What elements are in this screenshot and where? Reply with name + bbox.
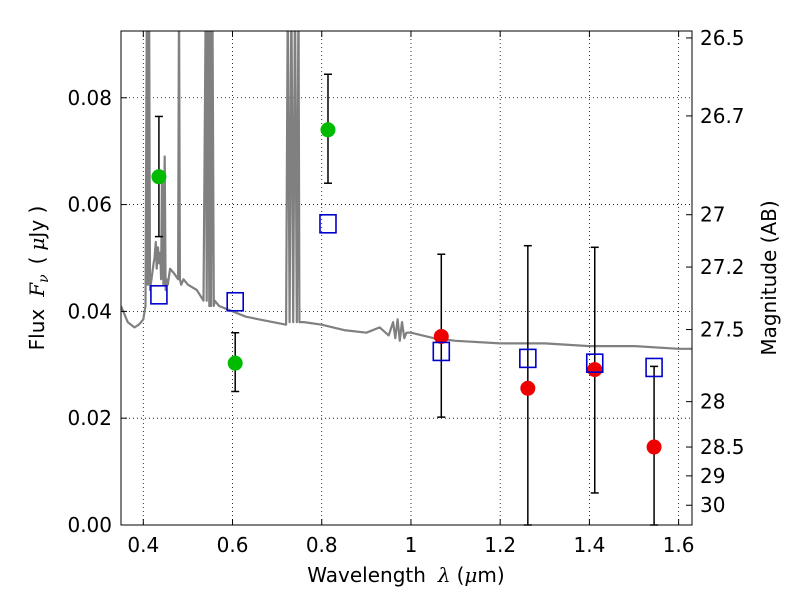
ticks-group: 0.4 0.6 0.8 1 1.2 1.4 1.6 0.00 0.02 0.04 0.06 0.08 2…	[67, 26, 744, 557]
mag-tick-label: 26.5	[700, 26, 745, 50]
model-spectrum-line	[121, 31, 692, 350]
x-tick-label: 1.4	[573, 533, 605, 557]
errorbars-group	[154, 73, 659, 526]
model_photometry-point	[319, 213, 337, 234]
model_photometry-point	[519, 348, 537, 369]
mag-tick-label: 27.5	[700, 318, 745, 342]
mag-tick-label: 27	[700, 203, 725, 227]
detections-point	[320, 122, 336, 138]
mag-tick-label: 28	[700, 390, 725, 414]
y-tick-label: 0.08	[67, 86, 112, 110]
model_photometry-point	[645, 357, 663, 378]
x-tick-label: 1	[405, 533, 418, 557]
y-axis-label: FluxFν(μJy )	[25, 206, 52, 351]
detections-point	[227, 355, 243, 371]
x-axis-label: Wavelength λ (μm)	[307, 563, 504, 587]
y2-axis-label: Magnitude (AB)	[757, 200, 781, 355]
detections-point	[151, 169, 167, 185]
model_photometry-point	[432, 341, 451, 362]
x-tick-label: 1.6	[663, 533, 695, 557]
x-tick-label: 0.4	[127, 533, 159, 557]
upper_limits-point	[587, 362, 603, 378]
upper_limits-point	[520, 380, 536, 396]
mag-tick-label: 28.5	[700, 435, 745, 459]
y-tick-label: 0.02	[67, 406, 112, 430]
mag-tick-label: 29	[700, 464, 725, 488]
model_photometry-point	[226, 291, 244, 312]
mag-tick-label: 30	[700, 493, 725, 517]
x-tick-label: 1.2	[484, 533, 516, 557]
x-tick-label: 0.8	[306, 533, 338, 557]
model-spectrum-group	[121, 31, 692, 350]
mag-tick-label: 26.7	[700, 104, 745, 128]
y-tick-label: 0.06	[67, 193, 112, 217]
model_photometry-point	[585, 353, 604, 373]
y-tick-label: 0.04	[67, 299, 112, 323]
x-tick-label: 0.6	[217, 533, 249, 557]
model_photometry-point	[150, 285, 168, 305]
plot-frame	[120, 30, 693, 526]
upper_limits-point	[646, 439, 662, 455]
upper_limits-point	[433, 328, 449, 344]
mag-tick-label: 27.2	[700, 255, 745, 279]
y-tick-label: 0.00	[67, 513, 112, 537]
markers-group	[150, 122, 663, 455]
